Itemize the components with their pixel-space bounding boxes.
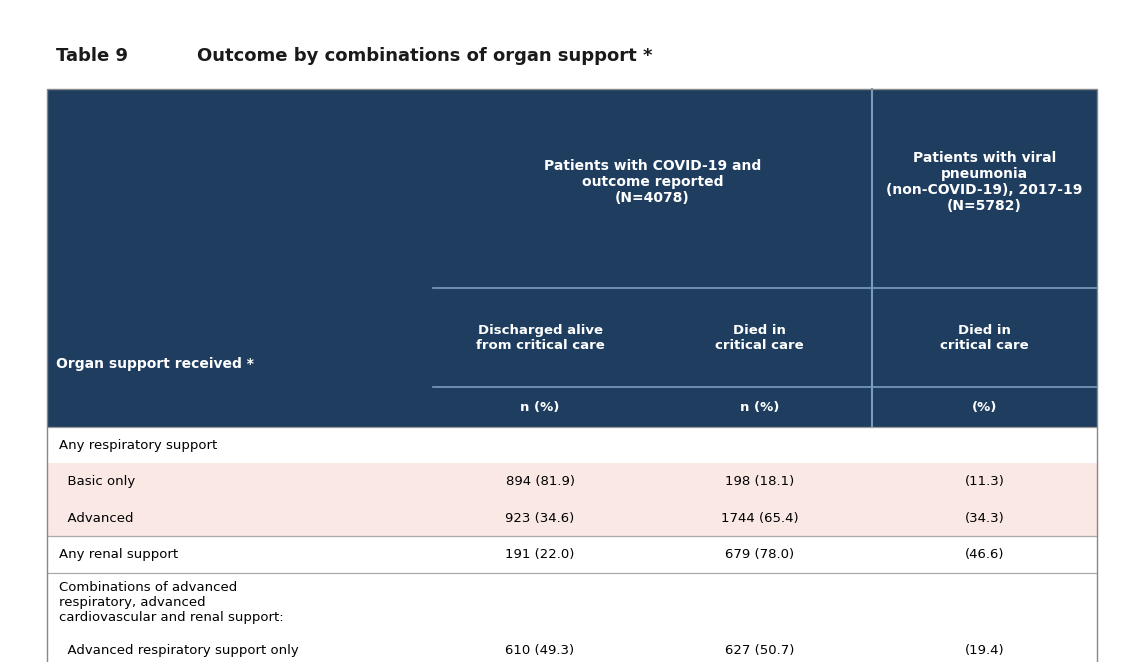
Text: 198 (18.1): 198 (18.1) [724,475,794,488]
Text: Patients with COVID-19 and
outcome reported
(N=4078): Patients with COVID-19 and outcome repor… [543,159,762,205]
Text: 627 (50.7): 627 (50.7) [724,644,794,657]
Text: 1744 (65.4): 1744 (65.4) [721,512,799,524]
Text: (46.6): (46.6) [964,548,1005,561]
Text: (%): (%) [972,401,997,414]
Text: Outcome by combinations of organ support *: Outcome by combinations of organ support… [197,47,652,66]
Text: Any respiratory support: Any respiratory support [58,439,217,451]
Text: n (%): n (%) [520,401,560,414]
Text: Any renal support: Any renal support [58,548,178,561]
Text: Advanced respiratory support only: Advanced respiratory support only [58,644,298,657]
Text: 923 (34.6): 923 (34.6) [505,512,575,524]
Text: 191 (22.0): 191 (22.0) [505,548,575,561]
Text: (19.4): (19.4) [964,644,1005,657]
Bar [47,89,1097,427]
Text: (34.3): (34.3) [964,512,1005,524]
Text: Discharged alive
from critical care: Discharged alive from critical care [476,324,604,352]
Bar [47,427,1097,463]
Text: Table 9: Table 9 [56,47,128,66]
Text: (11.3): (11.3) [964,475,1005,488]
Text: 610 (49.3): 610 (49.3) [505,644,575,657]
Text: Advanced: Advanced [58,512,133,524]
Text: n (%): n (%) [740,401,778,414]
Text: Organ support received *: Organ support received * [56,357,254,371]
Bar [47,500,1097,536]
Bar [47,463,1097,500]
Bar [47,573,1097,632]
Bar [47,632,1097,662]
Text: 679 (78.0): 679 (78.0) [724,548,794,561]
Text: Basic only: Basic only [58,475,135,488]
Text: Died in
critical care: Died in critical care [716,324,803,352]
Text: Patients with viral
pneumonia
(non-COVID-19), 2017-19
(N=5782): Patients with viral pneumonia (non-COVID… [886,151,1082,213]
Bar [47,536,1097,573]
Text: Died in
critical care: Died in critical care [940,324,1028,352]
Text: Combinations of advanced
respiratory, advanced
cardiovascular and renal support:: Combinations of advanced respiratory, ad… [58,581,284,624]
Text: 894 (81.9): 894 (81.9) [505,475,575,488]
